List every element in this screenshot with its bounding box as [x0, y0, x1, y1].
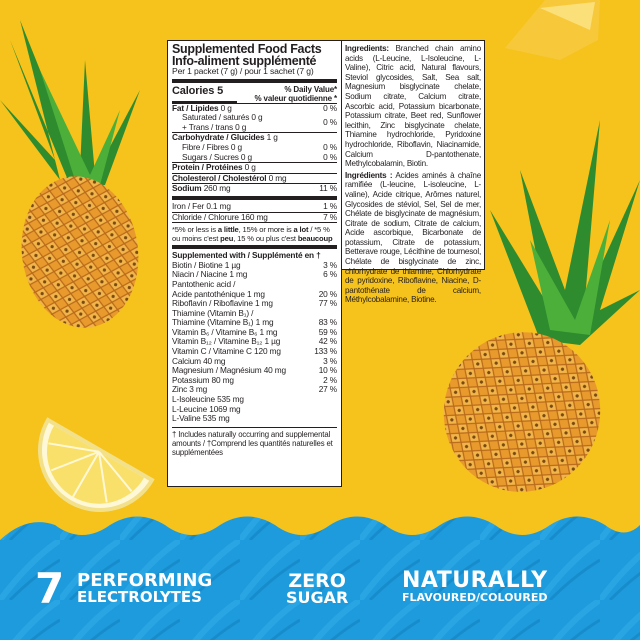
cholesterol-row: Cholesterol / Cholestérol 0 mg — [172, 172, 287, 183]
serving-size: Per 1 packet (7 g) / pour 1 sachet (7 g) — [172, 66, 314, 76]
supplement-row: L-Leucine 1069 mg — [172, 403, 241, 414]
supplement-footnote: † Includes naturally occurring and suppl… — [172, 429, 333, 457]
lemon-slice-image — [38, 417, 155, 512]
nutrition-facts-table: Supplemented Food Facts Info-aliment sup… — [167, 40, 342, 487]
supplement-row: Biotin / Biotine 1 µg 3 % — [172, 259, 337, 270]
zero-sugar-claim: ZERO SUGAR — [286, 570, 349, 607]
label-title-en: Supplemented Food Facts — [172, 42, 322, 56]
supplement-row: Thiamine (Vitamin B₁) / — [172, 307, 254, 318]
blue-wave-banner — [0, 516, 640, 640]
sodium-row: Sodium 260 mg 11 % — [172, 183, 337, 194]
supplement-row: Thiamine (Vitamine B₁) 1 mg 83 % — [172, 317, 337, 328]
left-pineapple-image — [0, 20, 140, 328]
supplemented-header: Supplemented with / Supplémenté en † — [172, 250, 321, 261]
saturated-trans-row: Saturated / saturés 0 g + Trans / trans 0… — [182, 112, 337, 132]
daily-value-header-en: % Daily Value* — [284, 84, 337, 94]
supplement-row: L-Valine 535 mg — [172, 413, 230, 424]
supplement-row: Zinc 3 mg 27 % — [172, 384, 337, 395]
supplement-row: Niacin / Niacine 1 mg 6 % — [172, 269, 337, 280]
daily-value-footnote: *5% or less is a little, 15% or more is … — [172, 225, 333, 244]
ingredients-panel: Ingredients: Branched chain amino acids … — [341, 40, 485, 304]
supplement-row: Vitamin C / Vitamine C 120 mg 133 % — [172, 346, 337, 357]
right-pineapple-image — [443, 120, 640, 492]
supplement-row: Acide pantothénique 1 mg 20 % — [172, 288, 337, 299]
ingredients-fr: Ingrédients : Acides aminés à chaîne ram… — [345, 170, 482, 305]
protein-row: Protein / Protéines 0 g — [172, 162, 256, 173]
supplement-row: Vitamin B₁₂ / Vitamine B₁₂ 1 µg 42 % — [172, 336, 337, 347]
ingredients-en: Ingredients: Branched chain amino acids … — [345, 44, 481, 169]
iron-row: Iron / Fer 0.1 mg 1 % — [172, 200, 337, 211]
daily-value-header-fr: % valeur quotidienne * — [254, 93, 338, 103]
supplement-row: L-Isoleucine 535 mg — [172, 394, 244, 405]
chloride-row: Chloride / Chlorure 160 mg 7 % — [172, 211, 337, 222]
supplement-row: Magnesium / Magnésium 40 mg 10 % — [172, 365, 337, 376]
label-title-fr: Info-aliment supplémenté — [172, 54, 317, 68]
carbohydrate-row: Carbohydrate / Glucides 1 g — [172, 132, 278, 143]
supplement-row: Potassium 80 mg 2 % — [172, 374, 337, 385]
pineapple-slice-image — [505, 0, 600, 60]
supplement-row: Riboflavin / Riboflavine 1 mg 77 % — [172, 298, 337, 309]
supplement-list: Biotin / Biotine 1 µg 3 % Niacin / Niacine… — [172, 259, 337, 424]
naturally-flavoured-claim: NATURALLY FLAVOURED/COLOURED — [402, 568, 548, 604]
supplement-row: Calcium 40 mg 3 % — [172, 355, 337, 366]
calories: Calories 5 — [172, 85, 238, 103]
supplement-row: Pantothenic acid / — [172, 278, 236, 289]
supplement-row: Vitamin B₆ / Vitamine B₆ 1 mg 59 % — [172, 326, 337, 337]
